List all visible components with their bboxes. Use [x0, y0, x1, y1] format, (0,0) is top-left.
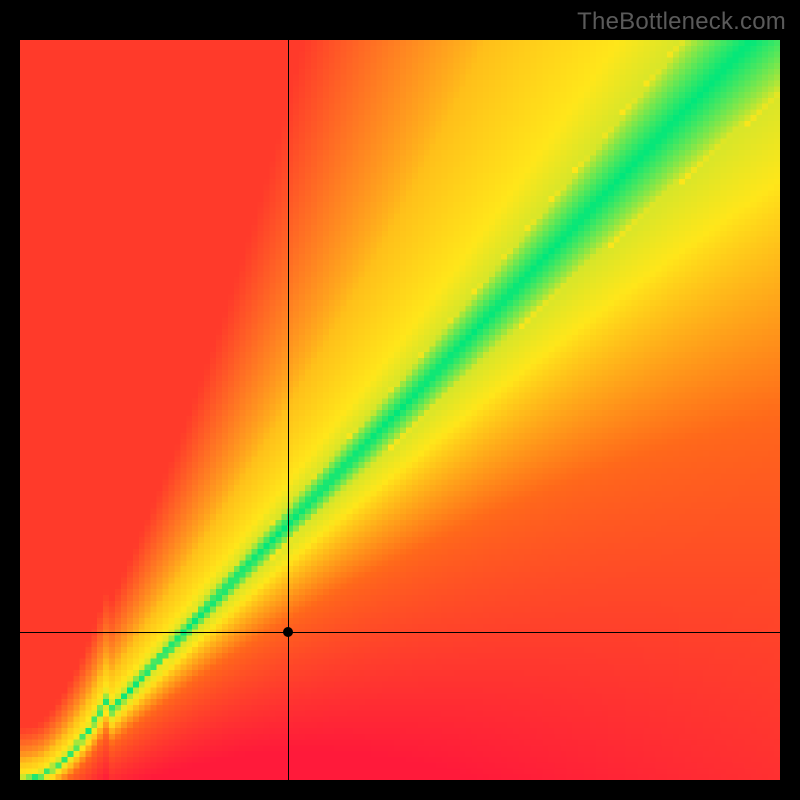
watermark-text: TheBottleneck.com [577, 8, 786, 36]
plot-area [20, 40, 780, 780]
heatmap-canvas [20, 40, 780, 780]
chart-container: TheBottleneck.com [0, 0, 800, 800]
